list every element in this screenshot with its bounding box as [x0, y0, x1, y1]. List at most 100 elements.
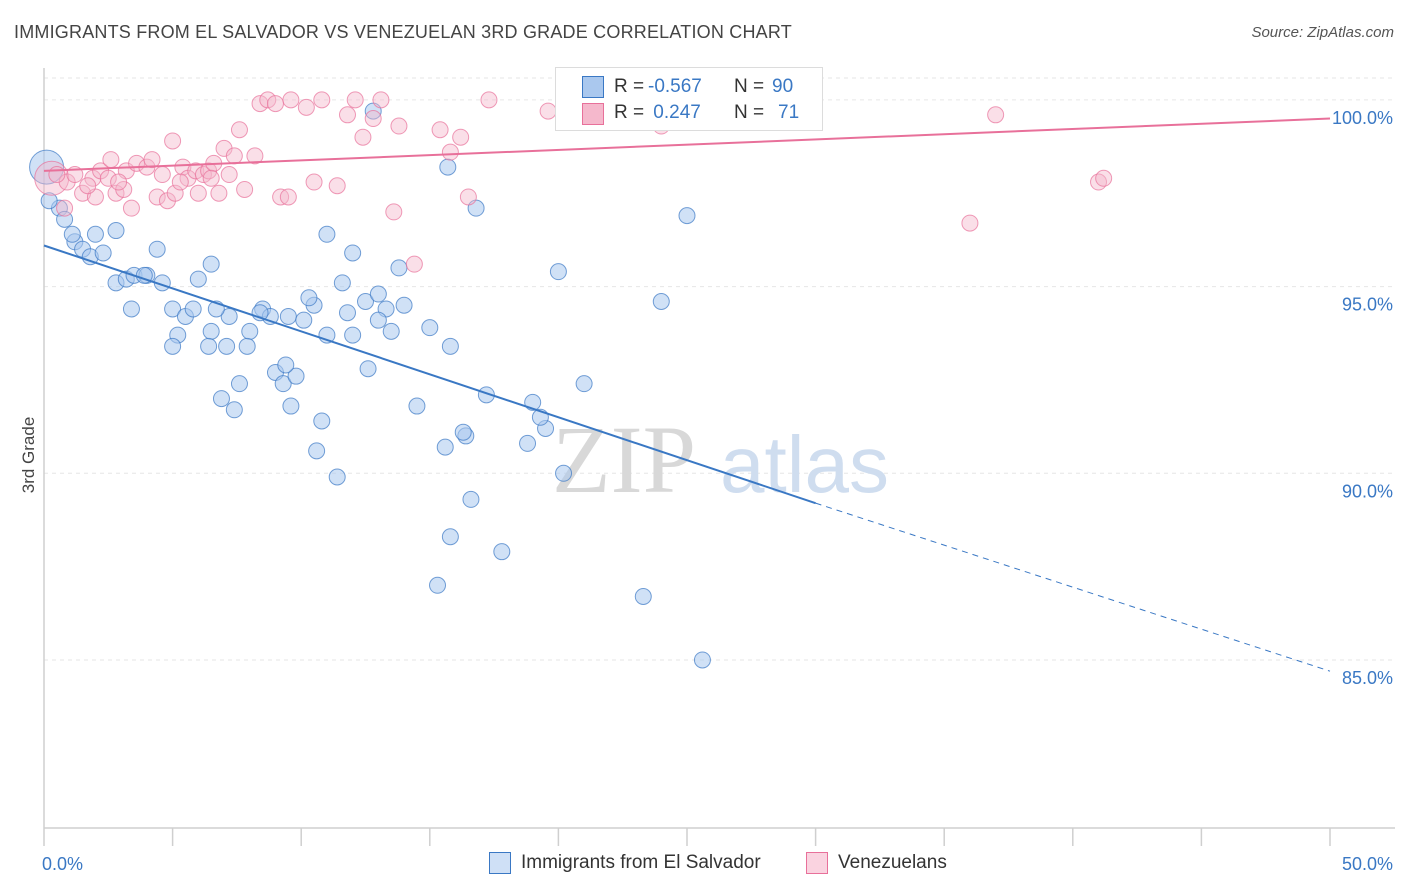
point-venezuelans	[987, 106, 1005, 124]
point-el-salvador	[333, 274, 351, 292]
trend-line-el-salvador	[43, 244, 816, 505]
point-el-salvador	[218, 337, 236, 355]
point-el-salvador	[164, 300, 182, 318]
point-el-salvador	[287, 367, 305, 385]
point-venezuelans	[236, 180, 254, 198]
point-el-salvador	[519, 434, 537, 452]
point-el-salvador	[369, 311, 387, 329]
point-el-salvador	[40, 192, 58, 210]
point-el-salvador	[634, 587, 652, 605]
point-venezuelans	[480, 91, 498, 109]
point-venezuelans	[372, 91, 390, 109]
point-el-salvador	[300, 289, 318, 307]
legend-item-venezuelans[interactable]: Venezuelans	[806, 852, 947, 874]
series-legend: Immigrants from El Salvador Venezuelans	[0, 852, 1406, 876]
point-el-salvador	[122, 300, 140, 318]
point-el-salvador	[164, 337, 182, 355]
point-el-salvador	[308, 442, 326, 460]
legend-label-el-salvador: Immigrants from El Salvador	[521, 852, 761, 873]
point-el-salvador	[454, 423, 472, 441]
point-el-salvador	[395, 296, 413, 314]
point-venezuelans	[102, 151, 120, 169]
point-venezuelans	[431, 121, 449, 139]
point-el-salvador	[357, 293, 374, 311]
point-el-salvador	[212, 390, 230, 408]
point-venezuelans	[441, 143, 459, 161]
point-el-salvador	[189, 270, 207, 288]
legend-r-label-pink: R =	[614, 102, 645, 123]
point-el-salvador	[241, 322, 259, 340]
x-tick-label: 0.0%	[42, 854, 83, 874]
point-venezuelans	[148, 188, 166, 206]
point-el-salvador	[344, 326, 362, 344]
point-venezuelans	[338, 106, 356, 124]
point-el-salvador	[436, 438, 454, 456]
point-el-salvador	[678, 207, 696, 225]
point-venezuelans	[364, 110, 382, 128]
point-venezuelans	[405, 255, 423, 273]
point-el-salvador	[279, 307, 297, 325]
point-el-salvador	[295, 311, 313, 329]
point-venezuelans	[354, 128, 372, 146]
point-venezuelans	[122, 199, 140, 217]
point-venezuelans	[390, 117, 408, 135]
trend-line-el-salvador-projection	[815, 502, 1331, 672]
point-el-salvador	[200, 337, 218, 355]
point-el-salvador	[313, 412, 331, 430]
legend-swatch-pink	[582, 103, 604, 125]
point-el-salvador	[344, 244, 362, 262]
point-venezuelans	[279, 188, 297, 206]
point-el-salvador	[652, 293, 670, 311]
point-el-salvador	[29, 149, 65, 185]
legend-swatch-el-salvador	[489, 852, 511, 874]
point-venezuelans	[187, 162, 205, 180]
point-venezuelans	[110, 173, 128, 191]
legend-n-label-pink: N =	[734, 102, 765, 123]
point-venezuelans	[346, 91, 364, 109]
point-venezuelans	[259, 91, 277, 109]
x-tick-labels: 0.0% 50.0%	[42, 854, 1393, 874]
point-el-salvador	[462, 490, 480, 508]
point-el-salvador	[86, 225, 104, 243]
point-el-salvador	[202, 255, 220, 273]
legend-n-label-blue: N =	[734, 76, 765, 97]
stats-legend: R = -0.567 N = 90 R = 0.247 N = 71	[555, 67, 823, 131]
point-venezuelans	[230, 121, 248, 139]
point-venezuelans	[202, 169, 220, 187]
point-venezuelans	[56, 199, 74, 217]
legend-r-value-pink: 0.247	[648, 102, 701, 123]
point-venezuelans	[174, 158, 192, 176]
point-venezuelans	[961, 214, 979, 232]
watermark: ZIP atlas	[552, 406, 889, 513]
y-tick-label: 90.0%	[1342, 481, 1393, 501]
point-el-salvador	[382, 322, 400, 340]
point-el-salvador	[94, 244, 112, 262]
point-el-salvador	[369, 285, 387, 303]
point-el-salvador	[441, 528, 459, 546]
point-venezuelans	[297, 98, 315, 116]
point-venezuelans	[143, 151, 161, 169]
point-el-salvador	[555, 464, 573, 482]
point-el-salvador	[274, 375, 292, 393]
point-el-salvador	[421, 319, 439, 337]
legend-label-venezuelans: Venezuelans	[838, 852, 947, 873]
point-venezuelans	[266, 95, 284, 113]
point-venezuelans	[166, 184, 184, 202]
point-venezuelans	[282, 91, 300, 109]
point-venezuelans	[328, 177, 346, 195]
gridlines	[44, 77, 1395, 661]
point-venezuelans	[48, 166, 66, 184]
point-el-salvador	[148, 240, 166, 258]
series-venezuelans-points	[34, 91, 1113, 273]
point-venezuelans	[452, 128, 470, 146]
trend-lines	[43, 117, 1331, 672]
point-el-salvador	[230, 375, 248, 393]
series-el-salvador-points	[29, 102, 711, 669]
point-el-salvador	[328, 468, 346, 486]
y-tick-label: 85.0%	[1342, 668, 1393, 688]
chart-source: Source: ZipAtlas.com	[1251, 24, 1394, 41]
legend-item-el-salvador[interactable]: Immigrants from El Salvador	[489, 852, 761, 874]
point-venezuelans	[246, 147, 264, 165]
legend-n-value-pink: 71	[778, 102, 800, 123]
